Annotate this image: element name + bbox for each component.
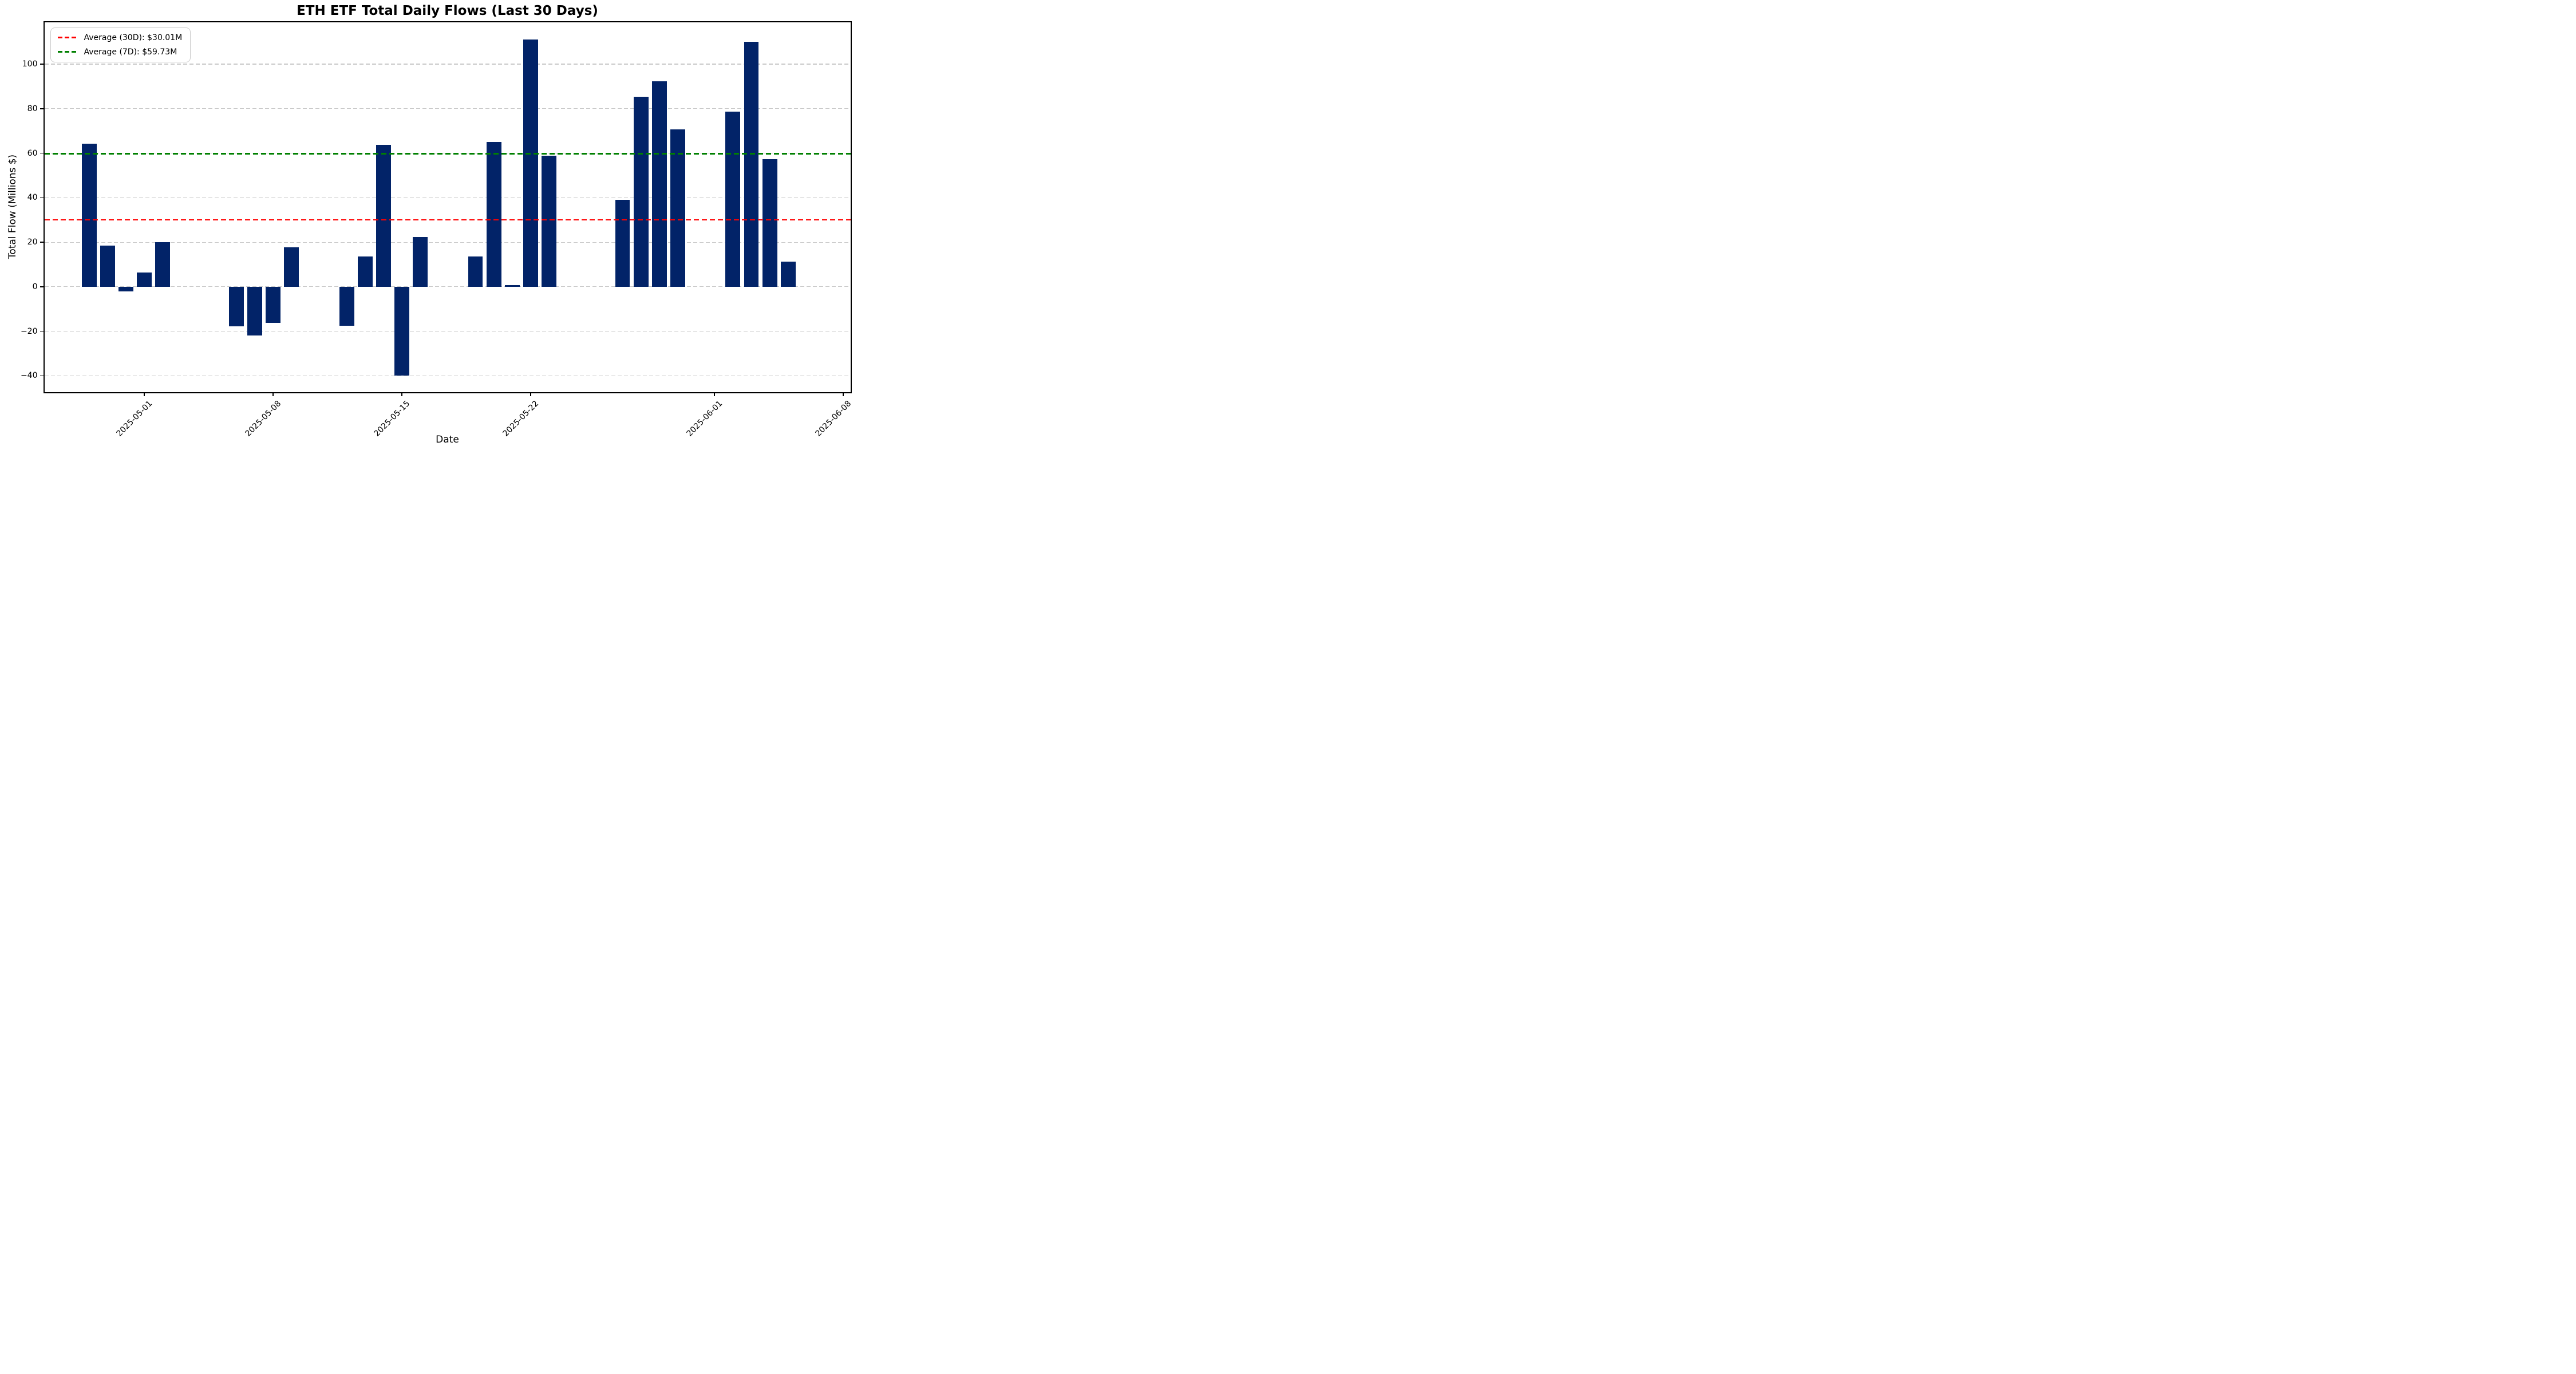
y-tick-100 bbox=[39, 64, 45, 65]
x-tick-2025-06-08 bbox=[843, 392, 844, 396]
y-tick-40 bbox=[39, 197, 45, 199]
average-line-30d bbox=[44, 219, 851, 221]
legend-label-avg7: Average (7D): $59.73M bbox=[84, 47, 177, 57]
avg30-line-swatch bbox=[57, 37, 78, 38]
x-axis-label: Date bbox=[436, 434, 459, 445]
legend-item-avg30: Average (30D): $30.01M bbox=[57, 33, 183, 42]
x-tick-label-2025-05-15: 2025-05-15 bbox=[372, 398, 412, 439]
bar-2025-05-21 bbox=[504, 285, 520, 287]
y-tick--20 bbox=[39, 330, 45, 332]
bar-2025-05-19 bbox=[468, 256, 483, 287]
bar-2025-04-29 bbox=[100, 246, 115, 287]
x-tick-label-2025-06-08: 2025-06-08 bbox=[813, 398, 854, 439]
y-tick-label-60: 60 bbox=[27, 148, 38, 158]
gridline-y-0 bbox=[44, 286, 851, 287]
bar-2025-05-06 bbox=[228, 286, 244, 326]
x-tick-label-2025-05-08: 2025-05-08 bbox=[243, 398, 283, 439]
legend-item-avg7: Average (7D): $59.73M bbox=[57, 47, 183, 57]
x-tick-2025-05-15 bbox=[401, 392, 402, 396]
bar-2025-05-30 bbox=[670, 129, 685, 287]
bar-2025-05-02 bbox=[155, 242, 171, 287]
bar-2025-06-04 bbox=[762, 159, 777, 287]
x-tick-label-2025-05-01: 2025-05-01 bbox=[114, 398, 155, 439]
bar-2025-04-30 bbox=[118, 286, 133, 291]
average-line-7d bbox=[44, 153, 851, 155]
bar-2025-06-02 bbox=[725, 112, 741, 287]
bar-2025-04-28 bbox=[81, 143, 97, 287]
bar-2025-05-01 bbox=[137, 272, 152, 287]
legend-label-avg30: Average (30D): $30.01M bbox=[84, 33, 183, 42]
bar-2025-05-27 bbox=[615, 199, 630, 287]
bar-2025-06-03 bbox=[744, 42, 759, 287]
y-tick-label-80: 80 bbox=[27, 104, 38, 113]
eth-etf-flows-chart: ETH ETF Total Daily Flows (Last 30 Days)… bbox=[0, 0, 859, 458]
bar-2025-05-09 bbox=[284, 247, 299, 287]
bar-2025-05-20 bbox=[486, 141, 501, 287]
x-tick-label-2025-05-22: 2025-05-22 bbox=[501, 398, 541, 439]
y-tick-label-0: 0 bbox=[32, 282, 38, 291]
legend: Average (30D): $30.01M Average (7D): $59… bbox=[50, 27, 191, 62]
bar-2025-05-12 bbox=[339, 286, 354, 326]
bar-2025-05-07 bbox=[247, 286, 262, 335]
gridline-y-80 bbox=[44, 108, 851, 109]
y-tick-label-40: 40 bbox=[27, 193, 38, 203]
bar-2025-05-14 bbox=[376, 144, 391, 287]
gridline-y-20 bbox=[44, 242, 851, 243]
bar-2025-05-29 bbox=[651, 81, 667, 287]
y-tick-label-100: 100 bbox=[22, 60, 38, 69]
y-tick-60 bbox=[39, 152, 45, 154]
x-tick-label-2025-06-01: 2025-06-01 bbox=[685, 398, 725, 439]
bar-2025-05-28 bbox=[633, 97, 649, 287]
x-tick-2025-05-01 bbox=[144, 392, 145, 396]
bar-2025-05-16 bbox=[413, 236, 428, 287]
y-tick-label-20: 20 bbox=[27, 238, 38, 247]
bar-2025-05-13 bbox=[357, 256, 373, 287]
y-tick-0 bbox=[39, 286, 45, 287]
x-tick-2025-05-22 bbox=[530, 392, 531, 396]
y-tick-label--40: −40 bbox=[20, 371, 38, 381]
chart-title: ETH ETF Total Daily Flows (Last 30 Days) bbox=[297, 3, 598, 18]
bar-2025-05-15 bbox=[394, 286, 409, 376]
x-tick-2025-05-08 bbox=[272, 392, 274, 396]
plot-area: Average (30D): $30.01M Average (7D): $59… bbox=[21, 21, 853, 438]
bar-2025-06-05 bbox=[780, 261, 796, 287]
bar-2025-05-22 bbox=[523, 40, 538, 287]
x-tick-2025-06-01 bbox=[714, 392, 716, 396]
bar-2025-05-08 bbox=[266, 286, 280, 323]
y-tick--40 bbox=[39, 375, 45, 377]
y-axis-label: Total Flow (Millions $) bbox=[7, 154, 18, 259]
y-tick-label--20: −20 bbox=[20, 326, 38, 336]
y-tick-80 bbox=[39, 108, 45, 109]
avg7-line-swatch bbox=[57, 51, 78, 53]
bar-2025-05-23 bbox=[542, 155, 556, 287]
y-tick-20 bbox=[39, 242, 45, 243]
